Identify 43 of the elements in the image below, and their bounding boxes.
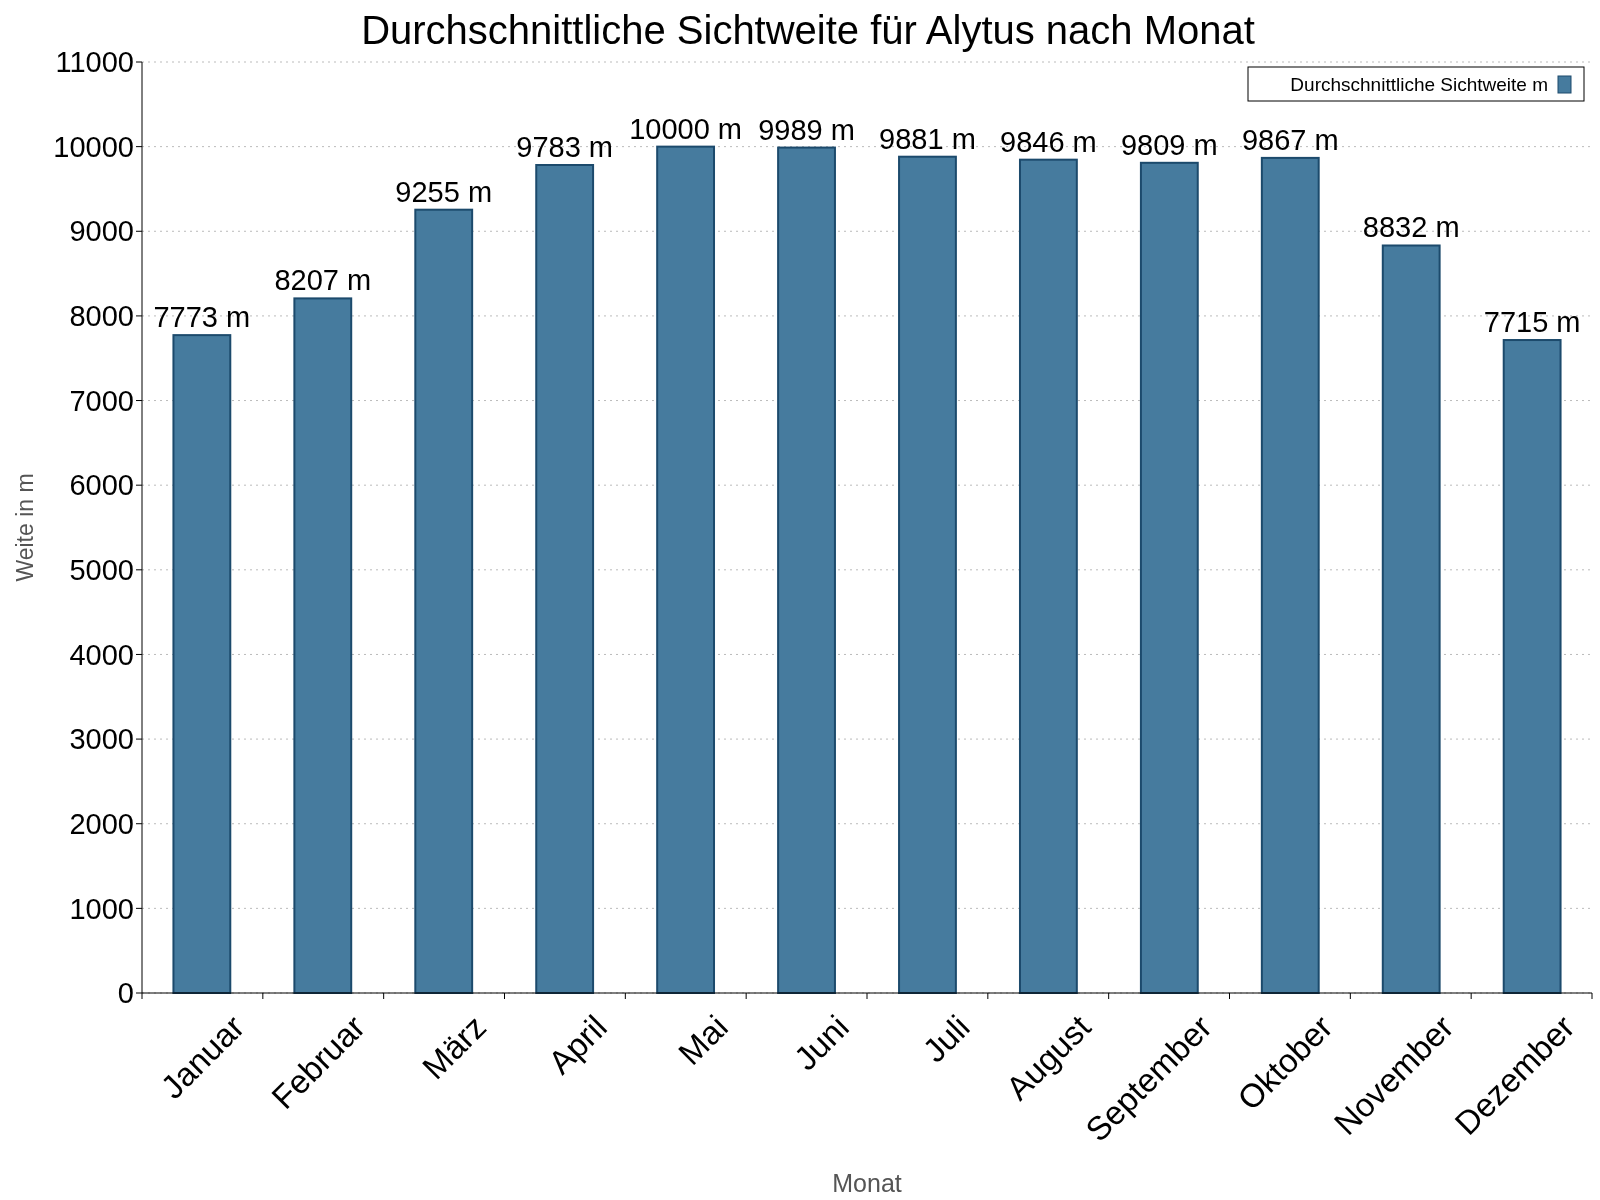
y-tick-label: 8000 <box>69 300 134 333</box>
bar <box>414 208 474 994</box>
x-tick-label: Mai <box>671 1008 735 1072</box>
y-tick-label: 6000 <box>69 469 134 502</box>
bar <box>1502 339 1562 994</box>
bar <box>172 334 232 994</box>
y-tick-label: 3000 <box>69 723 134 756</box>
y-axis-title: Weite in m <box>12 473 38 582</box>
bar <box>1018 158 1078 994</box>
bar <box>1260 156 1320 994</box>
bar <box>898 155 957 994</box>
y-tick-label: 1000 <box>69 892 134 925</box>
y-tick-label: 9000 <box>69 215 134 248</box>
data-label: 9783 m <box>516 131 614 163</box>
y-tick-label: 4000 <box>69 638 134 671</box>
data-label: 9881 m <box>879 122 976 155</box>
data-label: 10000 m <box>629 112 743 145</box>
data-label: 9867 m <box>1241 123 1339 156</box>
data-label: 9809 m <box>1120 128 1218 161</box>
y-tick-label: 11000 <box>55 46 134 79</box>
y-tick-label: 0 <box>117 977 134 1010</box>
bar <box>656 145 716 994</box>
bar <box>293 297 353 994</box>
x-tick-label: Juni <box>786 1008 856 1078</box>
data-label: 7773 m <box>153 301 251 334</box>
x-tick-label: Juli <box>915 1008 977 1070</box>
data-label: 7715 m <box>1483 306 1581 339</box>
x-axis-title: Monat <box>832 1169 902 1197</box>
bar <box>1381 244 1441 994</box>
y-tick-label: 5000 <box>69 553 134 586</box>
bar <box>1139 161 1199 994</box>
bar <box>777 146 836 994</box>
bar <box>535 164 595 994</box>
y-tick-label: 7000 <box>69 384 134 417</box>
data-label: 9255 m <box>395 175 493 208</box>
y-tick-label: 10000 <box>53 130 134 163</box>
data-label: 9989 m <box>758 113 855 146</box>
data-label: 8207 m <box>274 264 372 297</box>
y-tick-label: 2000 <box>69 807 134 840</box>
data-label: 9846 m <box>1000 125 1097 158</box>
chart-title: Durchschnittliche Sichtweite für Alytus nach Monat <box>361 8 1255 52</box>
legend-label: Durchschnittliche Sichtweite m <box>1290 73 1548 95</box>
data-label: 8832 m <box>1362 211 1460 244</box>
